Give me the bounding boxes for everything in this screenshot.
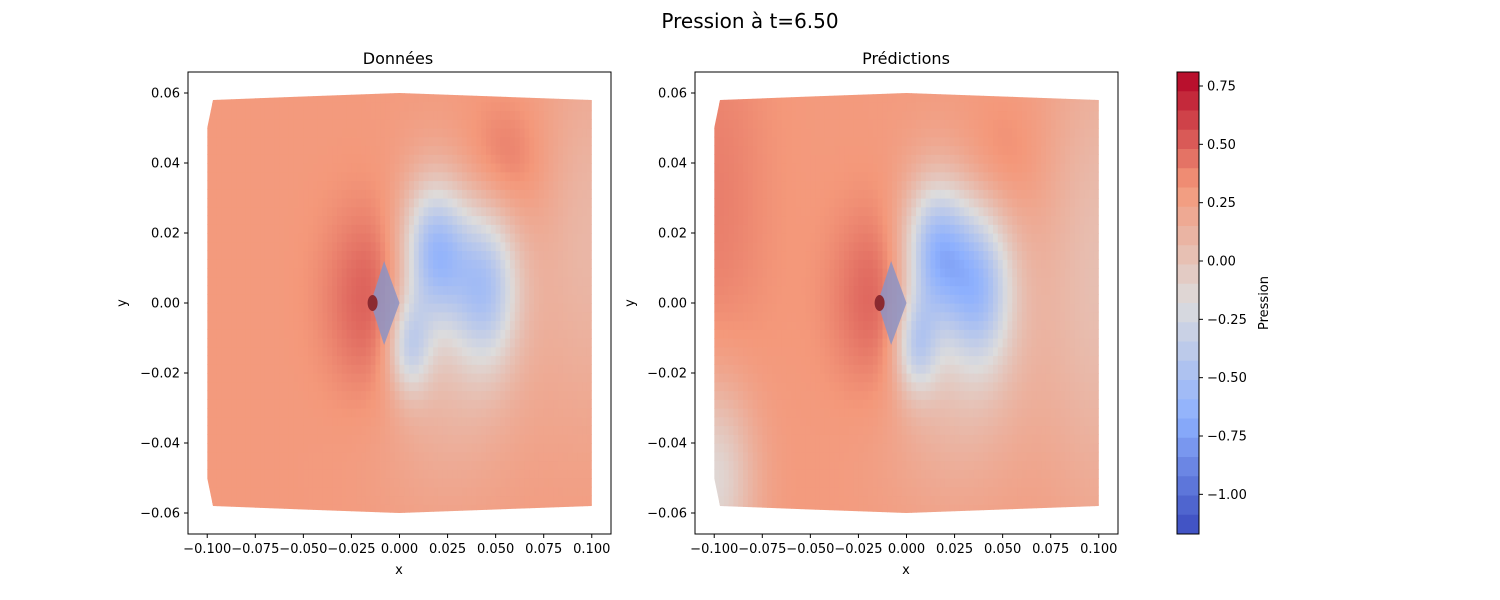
y-tick-label: 0.00 xyxy=(658,297,687,312)
y-tick-label: 0.04 xyxy=(151,157,180,172)
colorbar-tick-label: −1.00 xyxy=(1207,488,1247,503)
y-tick-label: −0.06 xyxy=(140,507,180,522)
x-tick-label: 0.025 xyxy=(429,542,466,557)
y-tick-label: −0.06 xyxy=(647,507,687,522)
y-axis-label-donnees: y xyxy=(115,299,130,307)
colorbar-bands xyxy=(1177,72,1199,535)
x-tick-label: 0.100 xyxy=(1080,542,1117,557)
x-tick-label: −0.100 xyxy=(690,542,738,557)
panel-predictions: Prédictions −0.100 −0.075 −0.050 −0.025 0.00… xyxy=(623,49,1119,578)
y-tick-label: 0.00 xyxy=(151,297,180,312)
panel-donnees: Données −0.100 −0.075 −0.050 −0.025 0.000 0.0… xyxy=(115,49,612,578)
colorbar-tick-label: 0.00 xyxy=(1207,255,1236,270)
colorbar-tick-label: −0.50 xyxy=(1207,371,1247,386)
x-ticks-donnees: −0.100 −0.075 −0.050 −0.025 0.000 0.025 0.050 0… xyxy=(183,534,610,557)
y-tick-label: 0.04 xyxy=(658,157,687,172)
x-tick-label: 0.075 xyxy=(525,542,562,557)
x-tick-label: 0.100 xyxy=(573,542,610,557)
x-tick-label: −0.025 xyxy=(834,542,882,557)
y-tick-label: −0.02 xyxy=(140,367,180,382)
colorbar-tick-label: 0.75 xyxy=(1207,80,1236,95)
x-tick-label: −0.075 xyxy=(231,542,279,557)
y-tick-label: −0.04 xyxy=(140,437,180,452)
colorbar-tick-label: 0.25 xyxy=(1207,196,1236,211)
x-tick-label: 0.000 xyxy=(381,542,418,557)
figure-title: Pression à t=6.50 xyxy=(661,9,838,33)
heatmap-predictions xyxy=(714,93,1099,513)
x-tick-label: −0.050 xyxy=(786,542,834,557)
y-ticks-predictions: 0.06 0.04 0.02 0.00 −0.02 −0.04 −0.06 xyxy=(647,87,695,522)
y-tick-label: 0.06 xyxy=(658,87,687,102)
x-axis-label-donnees: x xyxy=(395,563,403,578)
colorbar-frame xyxy=(1176,71,1200,535)
heatmap-donnees xyxy=(207,93,592,513)
colorbar-tick-label: −0.75 xyxy=(1207,430,1247,445)
panel-title-donnees: Données xyxy=(363,49,433,68)
y-ticks-donnees: 0.06 0.04 0.02 0.00 −0.02 −0.04 −0.06 xyxy=(140,87,188,522)
x-ticks-predictions: −0.100 −0.075 −0.050 −0.025 0.000 0.025 0.050 0… xyxy=(690,534,1117,557)
y-tick-label: 0.02 xyxy=(658,227,687,242)
y-axis-label-predictions: y xyxy=(623,299,638,307)
x-tick-label: 0.075 xyxy=(1032,542,1069,557)
colorbar-tick-label: −0.25 xyxy=(1207,313,1247,328)
colorbar-tick-label: 0.50 xyxy=(1207,138,1236,153)
x-axis-label-predictions: x xyxy=(902,563,910,578)
x-tick-label: −0.075 xyxy=(738,542,786,557)
x-tick-label: 0.025 xyxy=(936,542,973,557)
y-tick-label: 0.02 xyxy=(151,227,180,242)
y-tick-label: 0.06 xyxy=(151,87,180,102)
colorbar-ticks: 0.75 0.50 0.25 0.00 −0.25 −0.50 −0.75 −1.00 xyxy=(1199,80,1247,503)
x-tick-label: −0.100 xyxy=(183,542,231,557)
panel-title-predictions: Prédictions xyxy=(862,49,950,68)
y-tick-label: −0.04 xyxy=(647,437,687,452)
x-tick-label: −0.050 xyxy=(279,542,327,557)
y-tick-label: −0.02 xyxy=(647,367,687,382)
x-tick-label: 0.050 xyxy=(984,542,1021,557)
x-tick-label: 0.050 xyxy=(477,542,514,557)
x-tick-label: 0.000 xyxy=(888,542,925,557)
colorbar-label: Pression xyxy=(1257,276,1272,330)
colorbar: 0.75 0.50 0.25 0.00 −0.25 −0.50 −0.75 −1.00 Pre… xyxy=(1176,71,1272,535)
x-tick-label: −0.025 xyxy=(327,542,375,557)
